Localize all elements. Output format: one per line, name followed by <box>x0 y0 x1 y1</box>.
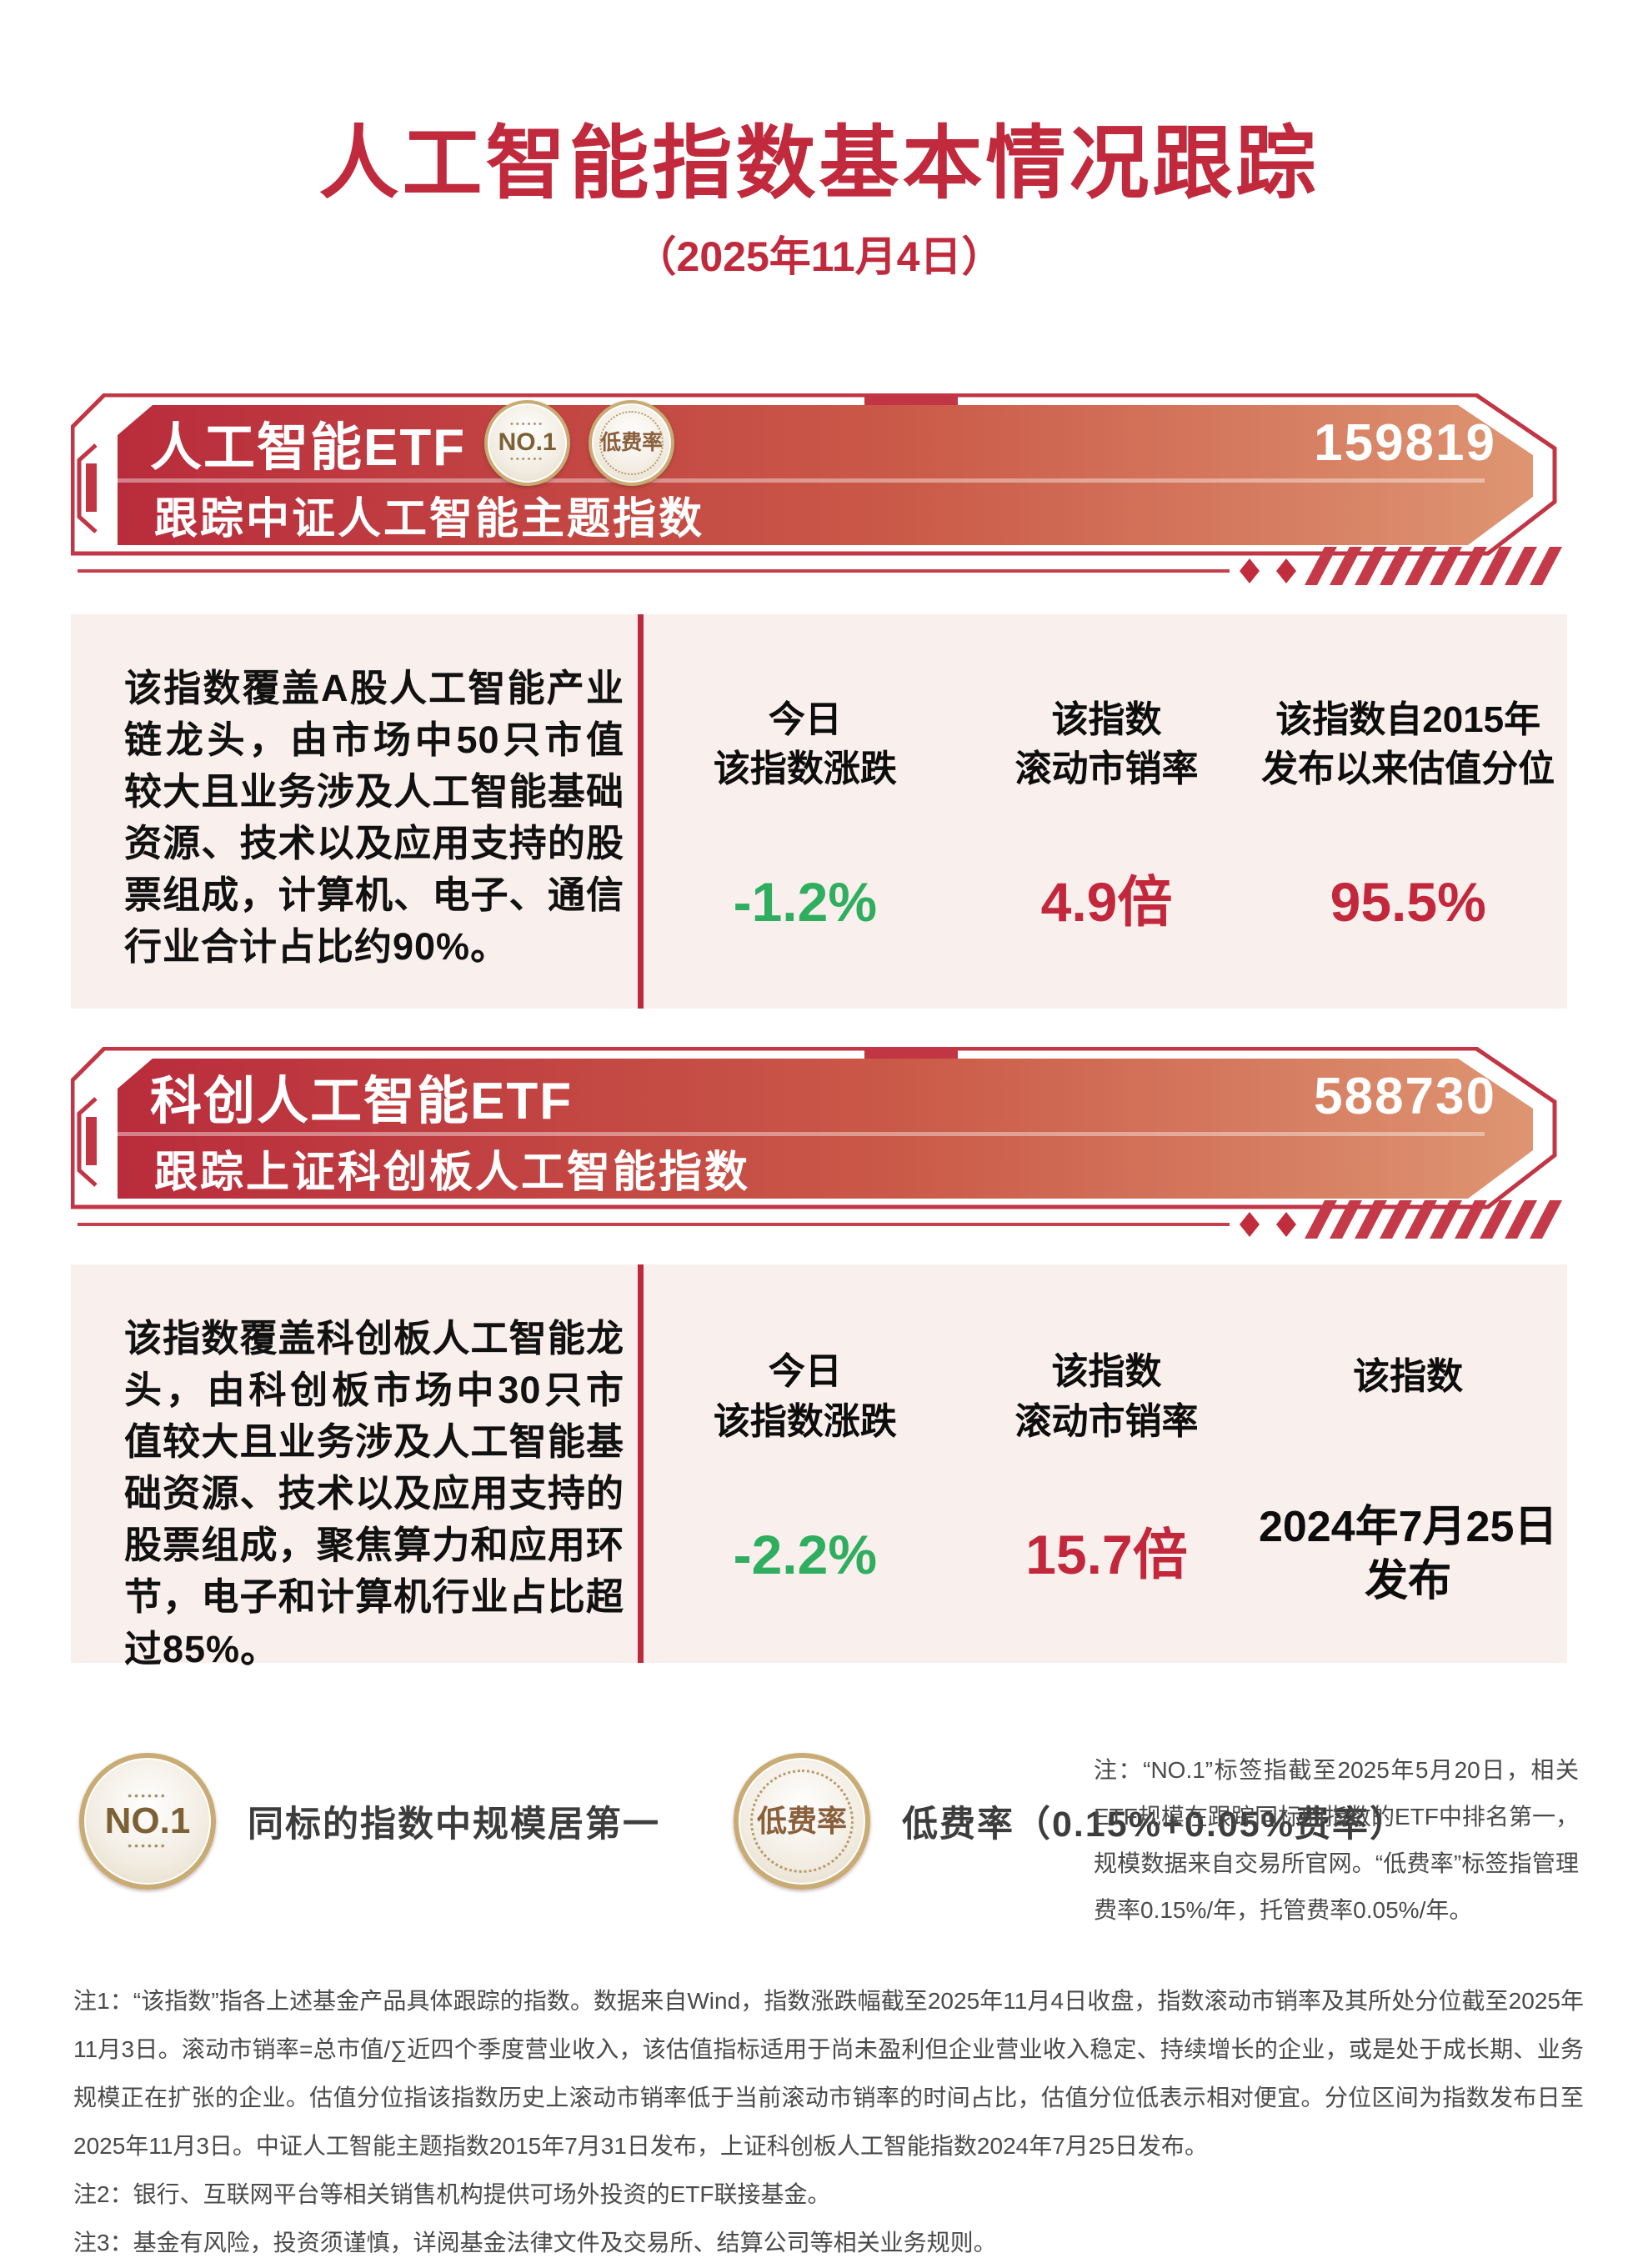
etf-1-description: 该指数覆盖A股人工智能产业链龙头，由市场中50只市值较大且业务涉及人工智能基础资… <box>124 667 624 969</box>
stat-daily-change: 今日 该指数涨跌 -2.2% <box>654 1264 956 1663</box>
banner-1-title-row: 人工智能ETF •••••• NO.1 •••••• 低费率 159819 <box>150 399 1496 486</box>
lowfee-badge-icon: 低费率 <box>734 1753 870 1890</box>
medal-dots: •••••• <box>128 1839 168 1852</box>
stat-label: 该指数自2015年 发布以来估值分位 <box>1261 698 1555 790</box>
etf-2-tracking-index: 跟踪上证科创板人工智能指数 <box>154 1149 751 1197</box>
no1-badge-icon: •••••• NO.1 •••••• <box>79 1753 216 1890</box>
stat-value: 95.5% <box>1330 871 1486 934</box>
etf-2-name: 科创人工智能ETF <box>150 1073 574 1130</box>
banner-frame-decoration <box>71 393 1562 585</box>
banner-2-subtitle-row: 跟踪上证科创板人工智能指数 <box>154 1138 1396 1199</box>
etf-card-2-banner: 科创人工智能ETF 588730 跟踪上证科创板人工智能指数 <box>71 1047 1563 1243</box>
stat-value: -2.2% <box>733 1523 878 1585</box>
medal-dots: •••••• <box>510 454 545 464</box>
stat-launch-date: 该指数 2024年7月25日 发布 <box>1257 1264 1559 1663</box>
no1-badge-label: NO.1 <box>104 1800 191 1841</box>
etf-2-stats: 今日 该指数涨跌 -2.2% 该指数 滚动市销率 15.7倍 该指数 2024年… <box>654 1264 1559 1663</box>
medal-dots: •••••• <box>510 419 545 429</box>
badge-side-note: 注：“NO.1”标签指截至2025年5月20日，相关ETF规模在跟踪同标的指数的… <box>1094 1757 1579 1923</box>
footnote-1: 注1：“该指数”指各上述基金产品具体跟踪的指数。数据来自Wind，指数涨跌幅截至… <box>73 1988 1584 2159</box>
lowfee-legend-text: 低费率（0.15%+0.05%费率） <box>902 1805 1407 1845</box>
no1-badge-label: NO.1 <box>498 428 557 456</box>
etf-1-stats: 今日 该指数涨跌 -1.2% 该指数 滚动市销率 4.9倍 该指数自2015年 … <box>654 614 1559 1009</box>
lowfee-badge-label: 低费率 <box>600 430 664 454</box>
banner-1-subtitle-row: 跟踪中证人工智能主题指数 <box>154 484 1396 545</box>
stat-label: 今日 该指数涨跌 <box>713 698 897 790</box>
page-date-subtitle: （2025年11月4日） <box>634 233 1004 280</box>
stat-label: 该指数 <box>1353 1356 1464 1398</box>
stat-value: 4.9倍 <box>1040 871 1173 934</box>
etf-1-info-section: 该指数覆盖A股人工智能产业链龙头，由市场中50只市值较大且业务涉及人工智能基础资… <box>71 614 1567 1009</box>
lowfee-badge-label: 低费率 <box>756 1804 847 1838</box>
footnote-3: 注3：基金有风险，投资须谨慎，详阅基金法律文件及交易所、结算公司等相关业务规则。 <box>73 2229 997 2255</box>
etf-2-code: 588730 <box>1314 1067 1496 1125</box>
badge-legend-row: •••••• NO.1 •••••• 同标的指数中规模居第一 低费率 低费率（0… <box>79 1750 1407 1892</box>
footnote-2: 注2：银行、互联网平台等相关销售机构提供可场外投资的ETF联接基金。 <box>73 2180 831 2207</box>
medal-dots: •••••• <box>128 1789 168 1802</box>
stat-label: 今日 该指数涨跌 <box>713 1351 897 1442</box>
no1-badge-icon: •••••• NO.1 •••••• <box>484 399 571 486</box>
stat-ps-ratio: 该指数 滚动市销率 4.9倍 <box>956 614 1258 1009</box>
footnotes-block: 注1：“该指数”指各上述基金产品具体跟踪的指数。数据来自Wind，指数涨跌幅截至… <box>73 1977 1584 2267</box>
page-title: 人工智能指数基本情况跟踪 <box>318 119 1320 208</box>
stat-label: 该指数 滚动市销率 <box>1014 698 1199 790</box>
etf-2-info-section: 该指数覆盖科创板人工智能龙头，由科创板市场中30只市值较大且业务涉及人工智能基础… <box>71 1264 1567 1670</box>
etf-2-description: 该指数覆盖科创板人工智能龙头，由科创板市场中30只市值较大且业务涉及人工智能基础… <box>124 1317 624 1670</box>
etf-1-tracking-index: 跟踪中证人工智能主题指数 <box>154 495 705 543</box>
lowfee-badge-icon: 低费率 <box>589 399 675 486</box>
banner-2-title-row: 科创人工智能ETF 588730 <box>150 1059 1496 1134</box>
stat-value: -1.2% <box>733 871 878 934</box>
banner-frame-decoration <box>71 1047 1562 1239</box>
vertical-divider <box>638 614 644 1009</box>
vertical-divider <box>638 1264 644 1663</box>
etf-1-name: 人工智能ETF <box>150 419 467 477</box>
stat-daily-change: 今日 该指数涨跌 -1.2% <box>654 614 956 1009</box>
stat-value: 15.7倍 <box>1025 1523 1188 1585</box>
stat-ps-ratio: 该指数 滚动市销率 15.7倍 <box>956 1264 1258 1663</box>
no1-legend-text: 同标的指数中规模居第一 <box>248 1805 660 1845</box>
stat-label: 该指数 滚动市销率 <box>1014 1351 1199 1442</box>
stat-valuation-percentile: 该指数自2015年 发布以来估值分位 95.5% <box>1257 614 1559 1009</box>
stat-value: 2024年7月25日 发布 <box>1258 1503 1558 1605</box>
etf-card-1-banner: 人工智能ETF •••••• NO.1 •••••• 低费率 159819 跟踪… <box>71 393 1563 589</box>
etf-1-code: 159819 <box>1314 413 1496 472</box>
